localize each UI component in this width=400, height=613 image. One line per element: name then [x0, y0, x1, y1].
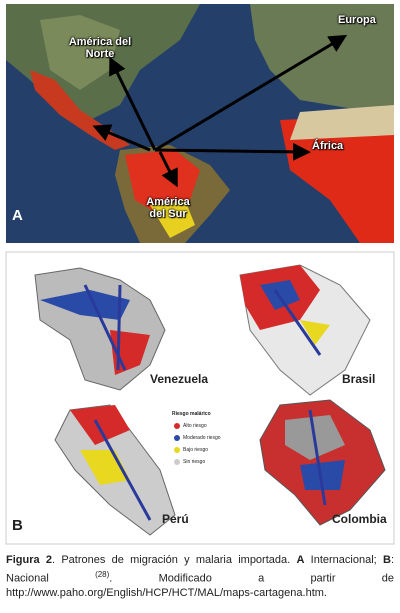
map-label: Europa	[338, 14, 376, 26]
country-name: Perú	[162, 512, 189, 526]
caption-label: Figura 2	[6, 554, 53, 566]
land	[40, 15, 120, 90]
arrows	[92, 34, 348, 188]
risk-region	[300, 460, 345, 490]
arrows	[83, 284, 327, 521]
legend-item: Bajo riesgo	[183, 447, 209, 453]
caption-text: . Patrones de migración y malaria import…	[52, 554, 297, 566]
panel-letter: A	[12, 207, 23, 224]
country-name: Brasil	[342, 372, 376, 386]
country-name: Venezuela	[150, 372, 209, 386]
map-label: África	[312, 140, 344, 152]
land	[290, 105, 394, 140]
legend-item: Sin riesgo	[183, 459, 206, 465]
caption-ref: (28)	[95, 569, 110, 579]
legend-title: Riesgo malárico	[172, 411, 211, 417]
caption-text: A	[296, 554, 305, 566]
map-label: América del Sur	[146, 196, 190, 220]
risk-region	[300, 320, 330, 345]
legend-item: Alto riesgo	[183, 423, 207, 429]
risk-region	[70, 405, 130, 445]
map-label: América del Norte	[68, 36, 132, 60]
caption-text: . Modificado a partir de http://www.paho…	[6, 572, 394, 599]
land	[250, 4, 394, 120]
legend-swatches	[174, 423, 180, 465]
risk-region	[40, 290, 130, 320]
country-name: Colombia	[332, 512, 387, 526]
legend-item: Moderado riesgo	[183, 435, 221, 441]
caption-text: Internacional;	[304, 554, 383, 566]
caption-text: B	[383, 554, 391, 566]
caption: Figura 2. Patrones de migración y malari…	[6, 553, 394, 600]
caption-text: : Nacional	[6, 554, 395, 585]
panel-letter: B	[12, 517, 23, 534]
risk-region	[150, 200, 195, 238]
